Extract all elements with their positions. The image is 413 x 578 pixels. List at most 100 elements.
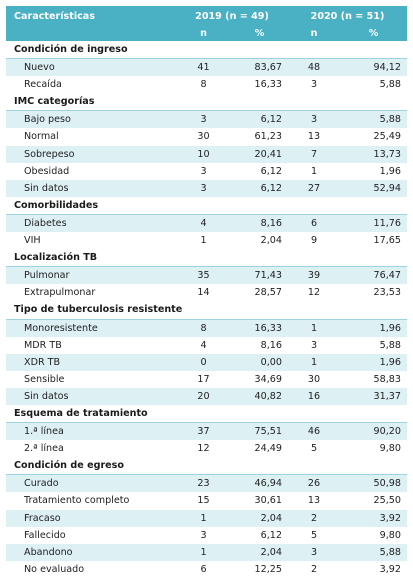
- header-characteristics: Características: [6, 6, 176, 27]
- row-label: Curado: [6, 474, 176, 493]
- cell-pct-2019: 34,69: [231, 370, 288, 388]
- cell-n-2020: 5: [288, 440, 340, 458]
- section-title: Condición de ingreso: [6, 41, 407, 60]
- cell-pct-2020: 25,49: [340, 128, 407, 146]
- table-row: Fracaso 1 2,04 2 3,92: [6, 509, 407, 527]
- cell-pct-2020: 5,88: [340, 336, 407, 354]
- section-header-row: Esquema de tratamiento: [6, 404, 407, 424]
- cell-pct-2019: 28,57: [231, 284, 288, 302]
- table-row: No evaluado 6 12,25 2 3,92: [6, 560, 407, 578]
- cell-pct-2019: 8,16: [231, 336, 288, 354]
- cell-n-2019: 1: [176, 232, 231, 250]
- table-row: XDR TB 0 0,00 1 1,96: [6, 353, 407, 371]
- table-row: Extrapulmonar 14 28,57 12 23,53: [6, 284, 407, 302]
- cell-pct-2020: 3,92: [340, 560, 407, 578]
- cell-n-2019: 30: [176, 128, 231, 146]
- cell-n-2020: 6: [288, 214, 340, 233]
- row-label: Fracaso: [6, 509, 176, 527]
- section-title: Tipo de tuberculosis resistente: [6, 301, 407, 320]
- cell-n-2019: 1: [176, 509, 231, 527]
- cell-n-2020: 39: [288, 266, 340, 285]
- cell-n-2019: 6: [176, 560, 231, 578]
- header-2020: 2020 (n = 51): [288, 6, 407, 27]
- cell-n-2020: 12: [288, 284, 340, 302]
- cell-pct-2020: 5,88: [340, 76, 407, 94]
- table-row: VIH 1 2,04 9 17,65: [6, 232, 407, 250]
- cell-pct-2020: 13,73: [340, 145, 407, 163]
- cell-n-2020: 9: [288, 232, 340, 250]
- cell-pct-2020: 25,50: [340, 492, 407, 510]
- cell-n-2019: 23: [176, 474, 231, 493]
- row-label: Sin datos: [6, 179, 176, 197]
- cell-pct-2020: 11,76: [340, 214, 407, 233]
- table-row: Abandono 1 2,04 3 5,88: [6, 543, 407, 561]
- section-header-row: IMC categorías: [6, 93, 407, 112]
- row-label: MDR TB: [6, 336, 176, 354]
- section-title: Esquema de tratamiento: [6, 404, 407, 424]
- cell-pct-2019: 16,33: [231, 319, 288, 337]
- row-label: Diabetes: [6, 214, 176, 233]
- row-label: Abandono: [6, 543, 176, 561]
- table-row: Obesidad 3 6,12 1 1,96: [6, 162, 407, 180]
- cell-pct-2020: 94,12: [340, 58, 407, 77]
- cell-n-2020: 1: [288, 319, 340, 337]
- table-row: Fallecido 3 6,12 5 9,80: [6, 526, 407, 544]
- cell-n-2020: 5: [288, 526, 340, 544]
- section-title: Comorbilidades: [6, 196, 407, 215]
- row-label: No evaluado: [6, 560, 176, 578]
- table-row: Sin datos 3 6,12 27 52,94: [6, 179, 407, 197]
- table-header-row: Características 2019 (n = 49) 2020 (n = …: [6, 6, 407, 27]
- row-label: Normal: [6, 128, 176, 146]
- cell-n-2020: 3: [288, 110, 340, 129]
- cell-n-2020: 2: [288, 560, 340, 578]
- cell-pct-2020: 52,94: [340, 179, 407, 197]
- cell-pct-2019: 75,51: [231, 422, 288, 441]
- table-row: Sensible 17 34,69 30 58,83: [6, 370, 407, 388]
- row-label: Recaída: [6, 76, 176, 94]
- cell-pct-2019: 6,12: [231, 526, 288, 544]
- cell-n-2019: 12: [176, 440, 231, 458]
- cell-n-2019: 3: [176, 162, 231, 180]
- cell-n-2019: 8: [176, 76, 231, 94]
- row-label: Tratamiento completo: [6, 492, 176, 510]
- cell-pct-2020: 5,88: [340, 110, 407, 129]
- row-label: 1.ª línea: [6, 422, 176, 441]
- cell-pct-2020: 76,47: [340, 266, 407, 285]
- table-row: 1.ª línea 37 75,51 46 90,20: [6, 422, 407, 441]
- header-2019: 2019 (n = 49): [176, 6, 288, 27]
- row-label: 2.ª línea: [6, 440, 176, 458]
- table-row: Nuevo 41 83,67 48 94,12: [6, 58, 407, 77]
- table-row: Sin datos 20 40,82 16 31,37: [6, 387, 407, 405]
- cell-n-2019: 0: [176, 353, 231, 371]
- data-table-container: Características 2019 (n = 49) 2020 (n = …: [6, 6, 407, 578]
- cell-pct-2020: 31,37: [340, 387, 407, 405]
- table-body: Condición de ingreso Nuevo 41 83,67 48 94,12 R…: [6, 41, 407, 578]
- header-n-2020: n: [288, 27, 340, 41]
- row-label: Bajo peso: [6, 110, 176, 129]
- cell-n-2020: 27: [288, 179, 340, 197]
- cell-pct-2020: 9,80: [340, 440, 407, 458]
- cell-n-2020: 7: [288, 145, 340, 163]
- section-title: Condición de egreso: [6, 457, 407, 476]
- cell-n-2020: 3: [288, 336, 340, 354]
- cell-n-2020: 1: [288, 353, 340, 371]
- cell-pct-2020: 17,65: [340, 232, 407, 250]
- table-subheader-row: n % n %: [6, 27, 407, 41]
- cell-n-2020: 48: [288, 58, 340, 77]
- cell-pct-2020: 1,96: [340, 319, 407, 337]
- row-label: Pulmonar: [6, 266, 176, 285]
- table-row: Normal 30 61,23 13 25,49: [6, 128, 407, 146]
- cell-pct-2019: 61,23: [231, 128, 288, 146]
- cell-pct-2019: 20,41: [231, 145, 288, 163]
- cell-n-2020: 13: [288, 128, 340, 146]
- cell-pct-2019: 16,33: [231, 76, 288, 94]
- cell-pct-2019: 0,00: [231, 353, 288, 371]
- cell-n-2019: 41: [176, 58, 231, 77]
- cell-pct-2019: 2,04: [231, 543, 288, 561]
- cell-pct-2019: 40,82: [231, 387, 288, 405]
- cell-n-2020: 1: [288, 162, 340, 180]
- row-label: Sin datos: [6, 387, 176, 405]
- cell-pct-2020: 23,53: [340, 284, 407, 302]
- section-header-row: Tipo de tuberculosis resistente: [6, 301, 407, 320]
- cell-n-2019: 3: [176, 526, 231, 544]
